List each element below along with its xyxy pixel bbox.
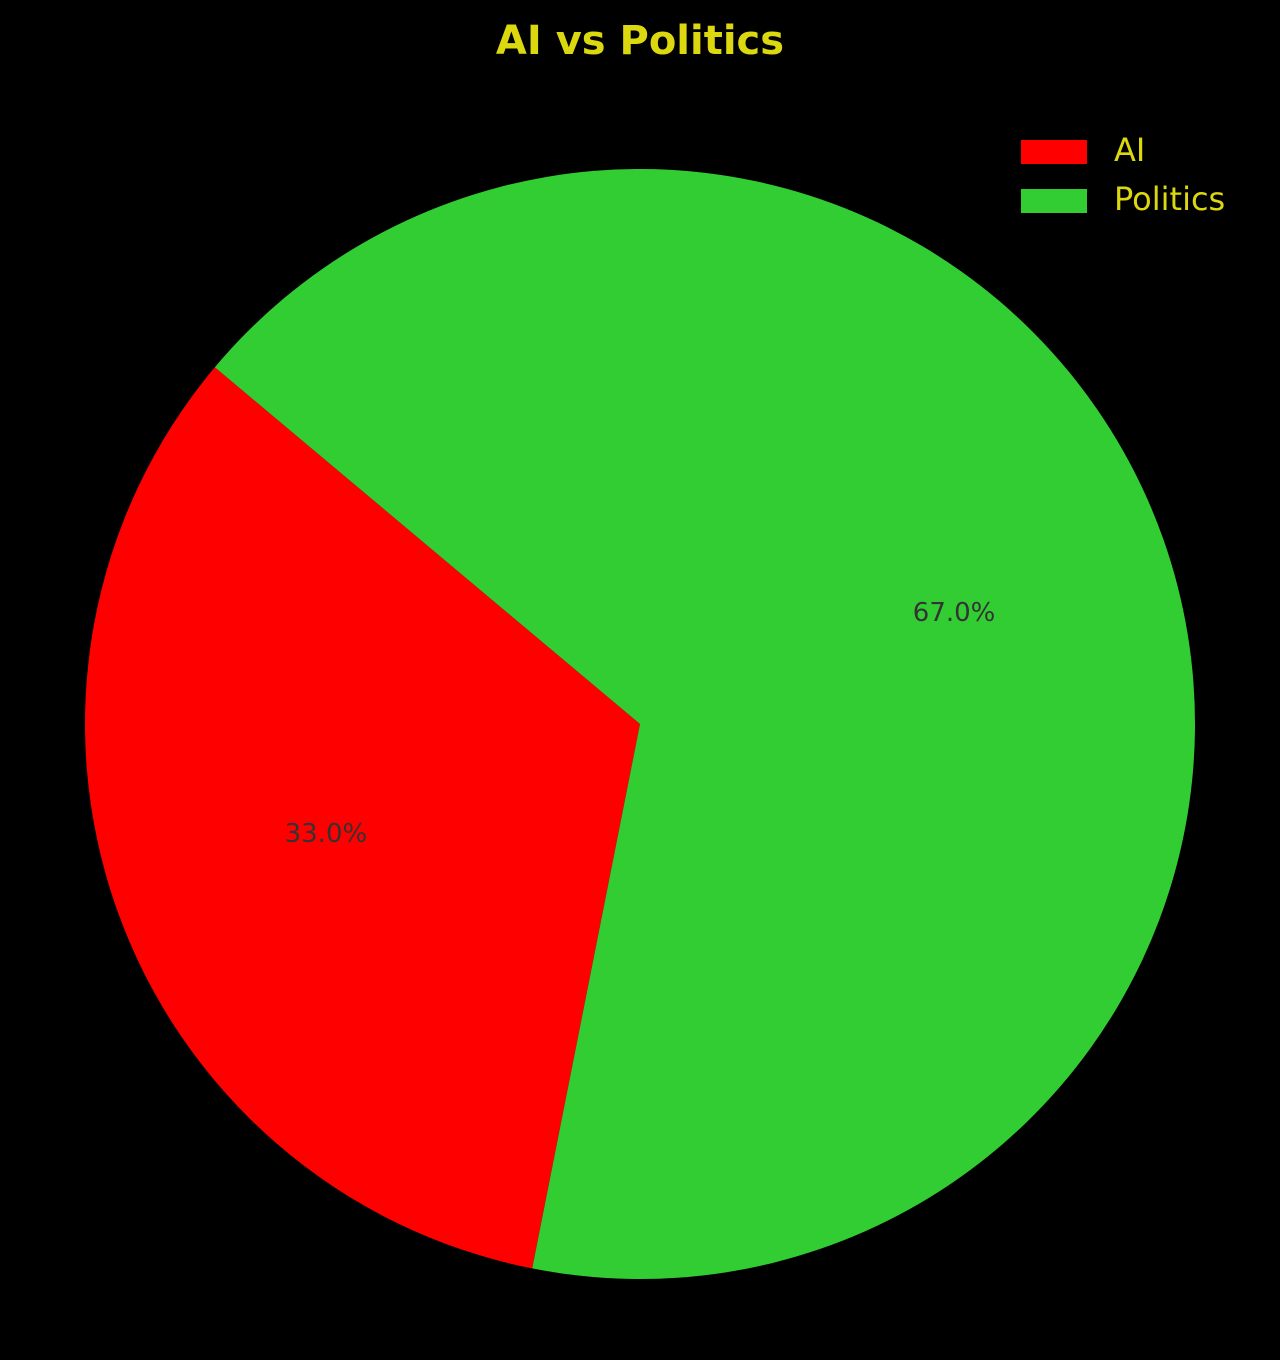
legend-swatch-politics: [1021, 189, 1087, 213]
legend-label-politics: Politics: [1114, 180, 1225, 218]
legend: AI Politics: [1021, 131, 1225, 218]
pie-slices: [85, 168, 1196, 1280]
slice-label-politics: 67.0%: [913, 598, 996, 628]
pie-slice-labels: 33.0% 67.0%: [285, 598, 996, 849]
pie-slice-ai: [85, 367, 640, 1269]
legend-swatch-ai: [1021, 140, 1087, 164]
slice-label-ai: 33.0%: [285, 819, 368, 849]
pie-slice-politics: [214, 168, 1196, 1280]
legend-label-ai: AI: [1114, 131, 1145, 169]
chart-title: AI vs Politics: [496, 18, 784, 64]
